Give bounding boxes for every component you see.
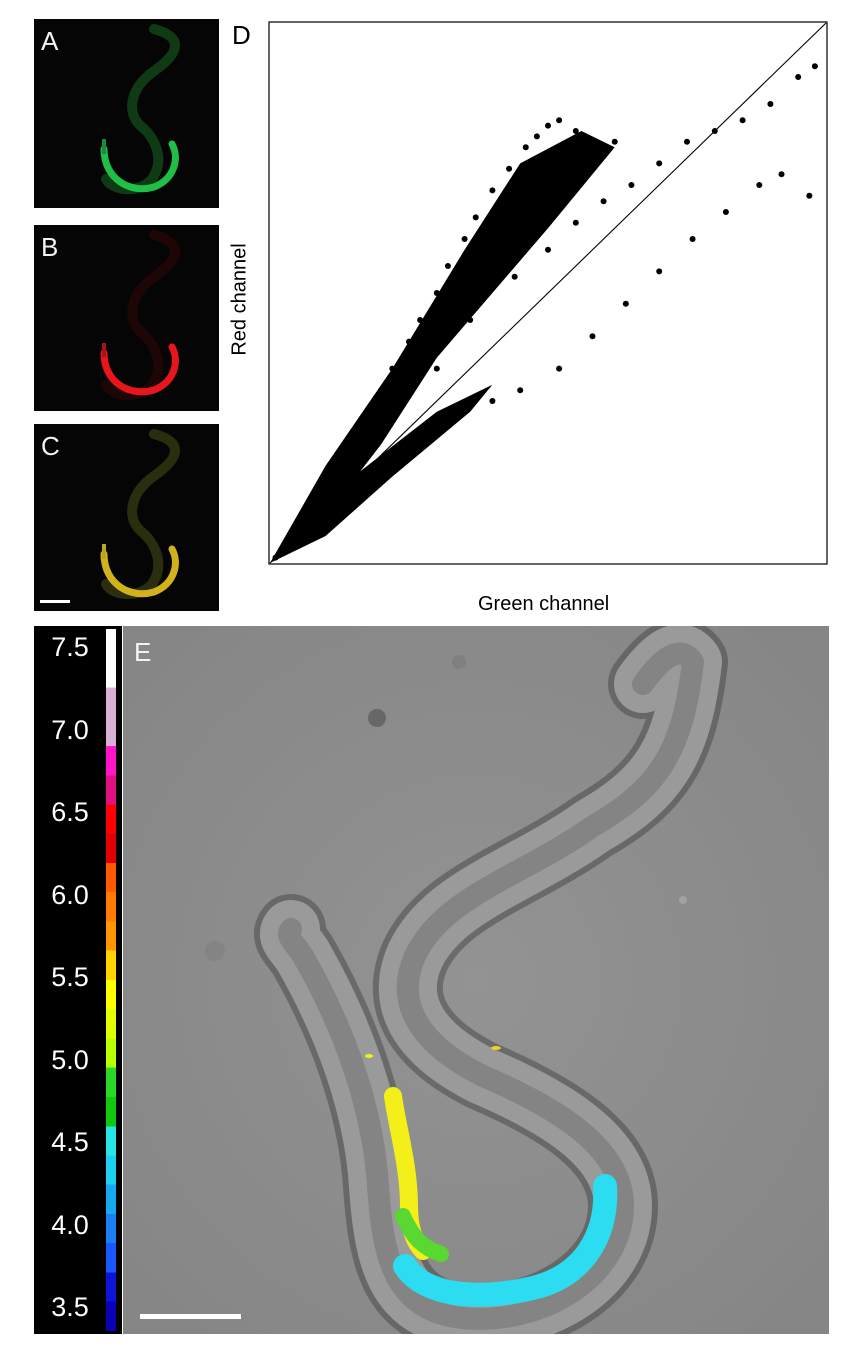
identity-reference-line (269, 22, 827, 564)
panel-c-merged-image: C (34, 424, 219, 611)
scatter-points (272, 63, 818, 561)
scatter-point (272, 554, 279, 561)
scatter-point (622, 300, 629, 307)
scatter-point (472, 214, 479, 221)
dense-upper-cluster (270, 131, 615, 563)
scatter-point (600, 198, 607, 205)
scatter-point (722, 209, 729, 215)
panel-e-label: E (134, 637, 152, 667)
panel-c-label: C (41, 431, 60, 461)
scatter-point (450, 295, 457, 302)
cyan-intestine-signal (393, 1174, 618, 1307)
panel-b-red-channel-image: B (34, 225, 219, 411)
scale-bar-e (140, 1314, 241, 1319)
colorbar-tick-label: 7.0 (51, 714, 89, 745)
scatter-point (367, 414, 374, 421)
scatter-point (522, 144, 529, 151)
scatter-point (378, 387, 385, 394)
green-transition-signal (395, 1208, 449, 1262)
colorbar-tick-label: 5.0 (51, 1044, 89, 1075)
scale-bar-c (40, 600, 70, 603)
ph-colorbar-panel: 7.5 7.0 6.5 6.0 5.5 5.0 4.5 4.0 3.5 (34, 626, 122, 1334)
scatter-point (756, 182, 763, 188)
scatter-point (350, 441, 357, 448)
scatter-point-clouds (270, 131, 615, 563)
scatter-point (517, 387, 524, 394)
scatter-point (545, 122, 551, 129)
scatter-point (739, 117, 746, 124)
yellow-speck (491, 1046, 501, 1050)
scatter-point (533, 133, 540, 140)
scatter-point (422, 327, 429, 334)
scatter-point (689, 236, 696, 242)
colorbar-tick-label: 4.0 (51, 1209, 89, 1240)
scatter-point (656, 160, 663, 167)
scatter-point (500, 236, 507, 242)
panel-d-scatter-plot (268, 21, 828, 565)
colorbar-tick-label: 6.5 (51, 797, 89, 827)
scatter-point (289, 533, 296, 539)
scatter-point (806, 192, 813, 199)
panel-b-label: B (41, 232, 59, 262)
scatter-point (444, 263, 451, 269)
colorbar-tick-label: 3.5 (51, 1292, 89, 1322)
scatter-point (489, 187, 496, 194)
scatter-point (322, 484, 329, 491)
panel-d-label: D (232, 20, 251, 50)
scatter-point (467, 317, 474, 323)
worm-red-fluorescence (100, 230, 180, 401)
scatter-point (433, 290, 440, 296)
worm-merged-fluorescence (40, 429, 180, 603)
colorbar-tick-label: 5.5 (51, 962, 89, 992)
scatter-point (517, 209, 524, 215)
scatter-point (461, 236, 468, 242)
panel-a-green-channel-image: A (34, 19, 219, 208)
scatter-point (811, 63, 818, 70)
scatter-point (305, 511, 312, 518)
scatter-plot-svg (268, 21, 828, 565)
colorbar-tick-label: 6.0 (51, 879, 89, 910)
worm-brightfield-ph-map (123, 626, 829, 1334)
colorbar-tick-label: 4.5 (51, 1127, 89, 1157)
colorbar-tick-label: 7.5 (51, 632, 89, 662)
scatter-point (611, 138, 618, 145)
scatter-point (417, 317, 424, 323)
scatter-point (628, 182, 635, 188)
scatter-point (589, 333, 596, 340)
scatter-point (556, 365, 563, 372)
x-axis-title: Green channel (478, 593, 610, 615)
y-axis-title: Red channel (228, 243, 251, 356)
scatter-point (433, 365, 440, 372)
scatter-point (778, 171, 785, 178)
colorbar-gradient (106, 629, 116, 1331)
scatter-point (572, 219, 579, 226)
scatter-point (556, 117, 563, 124)
scatter-point (589, 138, 596, 145)
dense-lower-cluster (270, 384, 493, 563)
scatter-point (767, 101, 774, 107)
scatter-point (489, 398, 496, 404)
scatter-point (406, 338, 412, 345)
scatter-point (795, 74, 802, 80)
worm-green-fluorescence (100, 24, 180, 195)
scatter-point (600, 149, 607, 156)
scatter-point (545, 246, 551, 253)
scatter-point (478, 263, 485, 269)
scatter-point (389, 365, 396, 372)
scatter-point (506, 165, 513, 172)
scatter-point (333, 462, 340, 469)
scatter-point (511, 273, 518, 280)
panel-a-label: A (41, 26, 59, 56)
scatter-point (684, 138, 690, 145)
scatter-point (572, 128, 579, 134)
scatter-point (656, 268, 663, 275)
scatter-point (400, 398, 407, 404)
scatter-point (711, 128, 718, 134)
panel-e-ph-overlay-image: E (123, 626, 829, 1334)
